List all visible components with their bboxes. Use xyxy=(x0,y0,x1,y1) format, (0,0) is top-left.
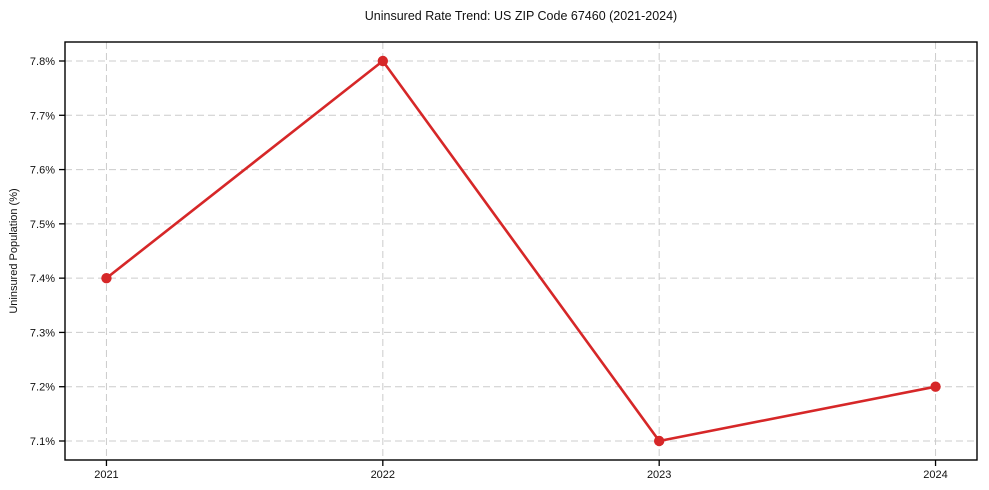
y-tick-label: 7.6% xyxy=(30,165,55,177)
y-tick-label: 7.2% xyxy=(30,382,55,394)
y-tick-label: 7.1% xyxy=(30,436,55,448)
y-tick-label: 7.8% xyxy=(30,56,55,68)
chart-title: Uninsured Rate Trend: US ZIP Code 67460 … xyxy=(364,9,678,23)
data-point xyxy=(377,55,389,67)
data-point xyxy=(101,272,112,284)
x-tick-label: 2021 xyxy=(94,469,118,481)
x-tick-label: 2023 xyxy=(647,469,671,481)
data-point xyxy=(930,381,941,392)
y-tick-label: 7.3% xyxy=(30,327,55,339)
trend-line xyxy=(105,59,937,443)
y-tick-label: 7.5% xyxy=(30,219,55,231)
x-tick-label: 2022 xyxy=(371,469,395,481)
data-point xyxy=(653,435,665,447)
y-tick-label: 7.7% xyxy=(30,110,55,122)
y-tick-label: 7.4% xyxy=(30,273,55,285)
plot-border xyxy=(64,41,978,461)
x-tick-label: 2024 xyxy=(923,469,947,481)
